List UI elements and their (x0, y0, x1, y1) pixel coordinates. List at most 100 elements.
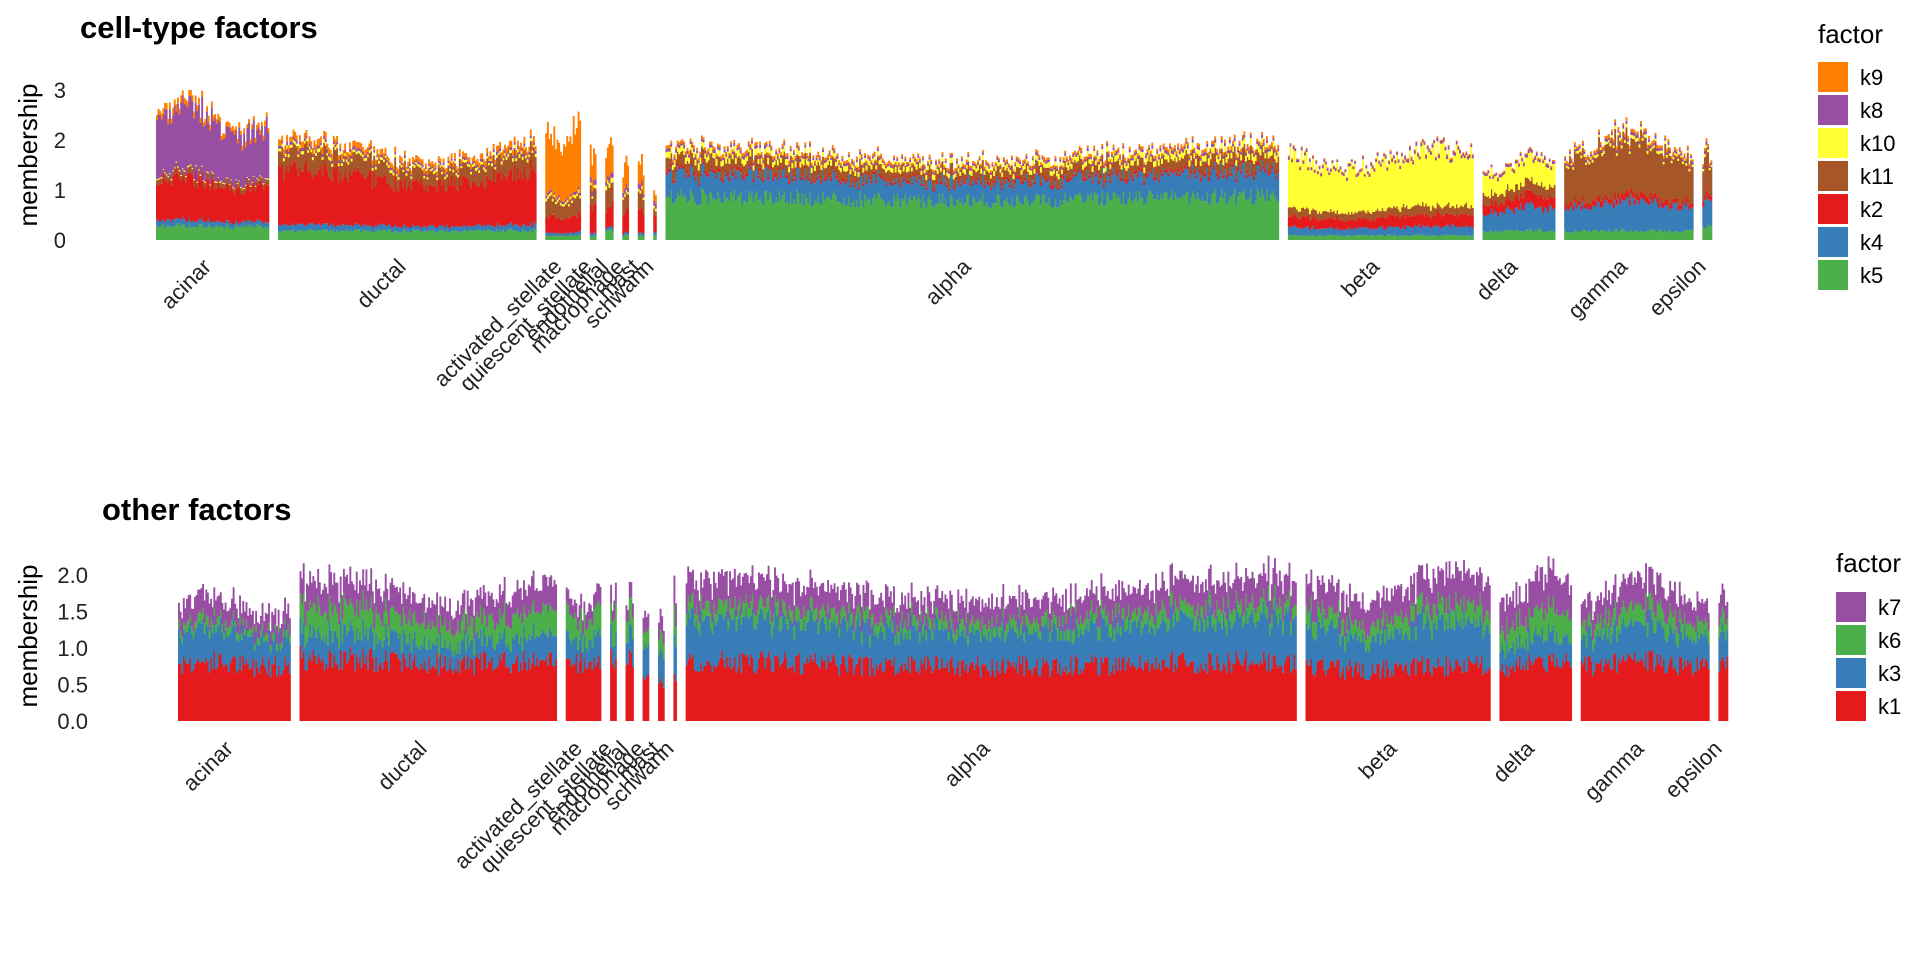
legend-swatch-k1 (1836, 691, 1866, 721)
legend-title: factor (1836, 548, 1901, 578)
bar-segment-k6 (1718, 606, 1729, 641)
bar-segment-k6 (178, 608, 291, 653)
legend-label: k3 (1878, 661, 1901, 686)
legend-label: k10 (1860, 131, 1895, 156)
group-schwann (653, 190, 657, 240)
group-activated_stellate (545, 111, 582, 240)
bar-segment-k7 (1499, 556, 1573, 642)
y-tick-label: 0.0 (57, 709, 88, 734)
legend-title: factor (1818, 19, 1883, 49)
legend-items: k7 k6 k3 k1 (1836, 592, 1901, 721)
bar-segment-k2 (653, 215, 657, 233)
bar-segment-k5 (545, 234, 582, 240)
chart-title: other factors (102, 492, 291, 527)
bar-segment-k8 (1287, 137, 1474, 181)
bar-segment-k1 (1718, 656, 1729, 721)
bar-segment-k9 (653, 190, 657, 204)
legend-swatch-k8 (1818, 95, 1848, 125)
y-tick-label: 1.0 (57, 636, 88, 661)
bar-segment-k7 (685, 555, 1297, 637)
group-delta (1499, 556, 1573, 721)
y-axis-label: membership (13, 83, 43, 226)
bar-segment-k8 (1702, 141, 1713, 169)
bar-segment-k9 (156, 89, 270, 151)
bar-segment-k2 (1482, 189, 1556, 217)
x-tick-labels: acinar ductal activated_stellatequiescent_… (156, 253, 1711, 396)
bar-segment-k8 (545, 186, 582, 205)
bar-segment-k8 (665, 134, 1280, 176)
bar-segment-k3 (642, 643, 650, 680)
group-mast (658, 608, 665, 721)
bar-segment-k1 (673, 673, 677, 721)
bar-segment-k6 (1499, 595, 1573, 659)
bar-segment-k3 (625, 623, 634, 668)
bar-segment-k10 (589, 182, 597, 199)
y-tick-label: 3 (54, 78, 66, 103)
bar-segment-k11 (156, 162, 270, 195)
bar-segment-k9 (637, 154, 645, 194)
y-tick-label: 0 (54, 228, 66, 253)
bar-segment-k11 (665, 144, 1280, 190)
x-tick-label: beta (1354, 735, 1402, 783)
y-tick-label: 1.5 (57, 600, 88, 625)
group-mast (637, 154, 645, 240)
bar-segment-k7 (625, 581, 634, 622)
bar-segment-k9 (278, 129, 537, 176)
legend-swatch-k7 (1836, 592, 1866, 622)
legend-swatch-k3 (1836, 658, 1866, 688)
bar-segment-k4 (156, 216, 270, 230)
bar-segment-k5 (1287, 234, 1474, 240)
bar-segment-k5 (1564, 228, 1694, 240)
group-macrophage (622, 155, 630, 240)
group-alpha (685, 555, 1297, 721)
bar-segment-k7 (1580, 563, 1710, 640)
bar-segment-k1 (1499, 652, 1573, 721)
x-tick-label: alpha (939, 735, 995, 791)
x-tick-label: delta (1471, 253, 1523, 305)
bar-segment-k7 (1718, 583, 1729, 626)
bar-segment-k11 (653, 208, 657, 217)
x-tick-label: gamma (1579, 735, 1649, 805)
legend-items: k9 k8 k10 k11 k2 k4 k5 (1818, 62, 1895, 290)
bar-segment-k9 (1287, 136, 1474, 179)
x-tick-label: epsilon (1660, 736, 1727, 803)
bar-segment-k11 (278, 140, 537, 193)
bar-segment-k2 (545, 210, 582, 234)
bar-segment-k3 (1718, 623, 1729, 672)
bar-segment-k5 (156, 222, 270, 240)
bar-segment-k10 (1702, 144, 1713, 172)
bar-segment-k8 (156, 95, 270, 189)
y-tick-label: 1 (54, 178, 66, 203)
y-axis-label: membership (13, 564, 43, 707)
group-endothelial (625, 581, 634, 721)
bar-segment-k9 (545, 111, 582, 203)
legend-label: k11 (1860, 164, 1894, 189)
bar-segment-k3 (1499, 624, 1573, 677)
group-ductal (299, 563, 558, 721)
bar-segment-k8 (605, 172, 614, 186)
bar-segment-k4 (653, 231, 657, 236)
bar-segment-k1 (625, 649, 634, 721)
group-quiescent_stellate (589, 144, 597, 240)
group-activated_stellate (565, 583, 602, 721)
y-ticks: 0.0 0.5 1.0 1.5 2.0 (57, 563, 88, 734)
bar-segment-k11 (1287, 202, 1474, 222)
bar-segment-k7 (673, 575, 677, 628)
bar-segment-k7 (610, 582, 617, 623)
bar-segment-k11 (1482, 177, 1556, 208)
legend-label: k1 (1878, 694, 1901, 719)
legend-swatch-k9 (1818, 62, 1848, 92)
x-tick-label: ductal (351, 254, 410, 313)
x-tick-label: acinar (156, 254, 216, 314)
x-tick-label: gamma (1563, 253, 1633, 323)
group-alpha (665, 131, 1280, 240)
group-gamma (1564, 117, 1694, 240)
bar-segment-k4 (1702, 195, 1713, 229)
bar-segment-k11 (1564, 127, 1694, 207)
x-tick-label: alpha (920, 253, 976, 309)
bar-segment-k8 (278, 135, 537, 178)
bar-segment-k1 (642, 674, 650, 721)
legend-swatch-k5 (1818, 260, 1848, 290)
bar-segment-k2 (1564, 187, 1694, 211)
